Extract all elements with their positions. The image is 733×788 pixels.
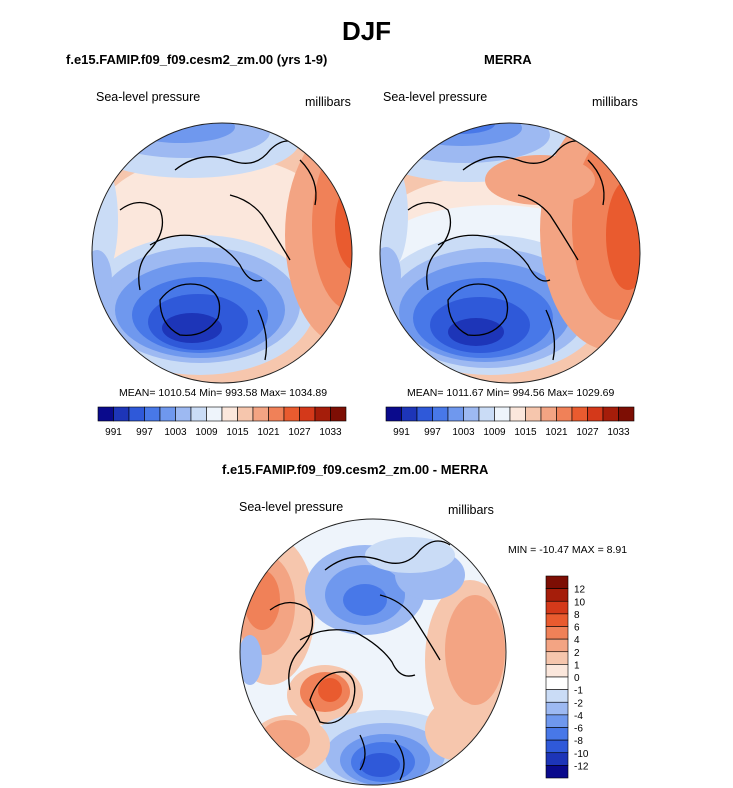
figure-title: DJF: [341, 16, 392, 46]
obs-units-label: millibars: [592, 95, 638, 109]
colorbar-swatch: [545, 714, 569, 728]
colorbar-tick-label: 1033: [607, 427, 630, 438]
diff-stats: MIN = -10.47 MAX = 8.91: [508, 544, 628, 556]
colorbar-tick-label: 991: [393, 427, 410, 438]
colorbar-swatch: [545, 588, 569, 602]
diff-panel-title: f.e15.FAMIP.f09_f09.cesm2_zm.00 - MERRA: [222, 462, 489, 477]
colorbar-tick-label: 1033: [319, 427, 342, 438]
colorbar-tick-label: -2: [574, 698, 583, 709]
colorbar-tick-label: 8: [574, 610, 580, 621]
colorbar-tick-label: 1003: [164, 427, 187, 438]
diff-variable-label: Sea-level pressure: [239, 500, 344, 514]
colorbar-swatch: [545, 651, 569, 665]
colorbar-tick-label: -10: [574, 749, 589, 760]
colorbar-tick-label: 1003: [452, 427, 475, 438]
colorbar-tick-label: 1021: [545, 427, 568, 438]
colorbar-tick-label: 1009: [195, 427, 218, 438]
colorbar-swatch: [545, 575, 569, 589]
colorbar-swatch: [545, 600, 569, 615]
colorbar-tick-label: 1027: [288, 427, 311, 438]
model-units-label: millibars: [305, 95, 351, 109]
model-panel-title: f.e15.FAMIP.f09_f09.cesm2_zm.00 (yrs 1-9…: [66, 52, 328, 67]
colorbar-swatch: [545, 638, 569, 653]
colorbar-tick-label: -8: [574, 736, 583, 747]
colorbar-swatch: [545, 701, 569, 716]
colorbar-tick-label: 1027: [576, 427, 599, 438]
obs-panel-title: MERRA: [484, 52, 532, 67]
colorbar-tick-label: 2: [574, 648, 580, 659]
colorbar-tick-label: 10: [574, 597, 586, 608]
model-variable-label: Sea-level pressure: [96, 90, 201, 104]
model-stats: MEAN= 1010.54 Min= 993.58 Max= 1034.89: [119, 387, 328, 399]
colorbar-tick-label: 1021: [257, 427, 280, 438]
colorbar-swatch: [545, 613, 569, 627]
colorbar-tick-label: -4: [574, 711, 583, 722]
colorbar-tick-label: 0: [574, 673, 580, 684]
colorbar-tick-label: 997: [136, 427, 153, 438]
colorbar-tick-label: 1009: [483, 427, 506, 438]
obs-variable-label: Sea-level pressure: [383, 90, 488, 104]
colorbar-swatch: [545, 664, 569, 678]
colorbar-tick-label: 1015: [226, 427, 249, 438]
colorbar-swatch: [545, 626, 569, 640]
colorbar-tick-label: -6: [574, 724, 583, 735]
colorbar-tick-label: 991: [105, 427, 122, 438]
colorbar-tick-label: -1: [574, 686, 583, 697]
colorbar-swatch: [545, 689, 569, 703]
colorbar-tick-label: 997: [424, 427, 441, 438]
colorbar-tick-label: 12: [574, 585, 586, 596]
diff-units-label: millibars: [448, 503, 494, 517]
colorbar-tick-label: 4: [574, 635, 580, 646]
colorbar-tick-label: 1: [574, 660, 580, 671]
colorbar-swatch: [545, 739, 569, 754]
colorbar-tick-label: 1015: [514, 427, 537, 438]
colorbar-tick-label: 6: [574, 623, 580, 634]
colorbar-swatch: [545, 727, 569, 741]
colorbar-swatch: [545, 765, 569, 779]
colorbar-tick-label: -12: [574, 761, 589, 772]
colorbar-swatch: [545, 752, 569, 766]
colorbar-swatch: [330, 406, 347, 422]
colorbar-swatch: [618, 406, 635, 422]
colorbar-swatch: [545, 676, 569, 690]
obs-stats: MEAN= 1011.67 Min= 994.56 Max= 1029.69: [407, 387, 615, 399]
